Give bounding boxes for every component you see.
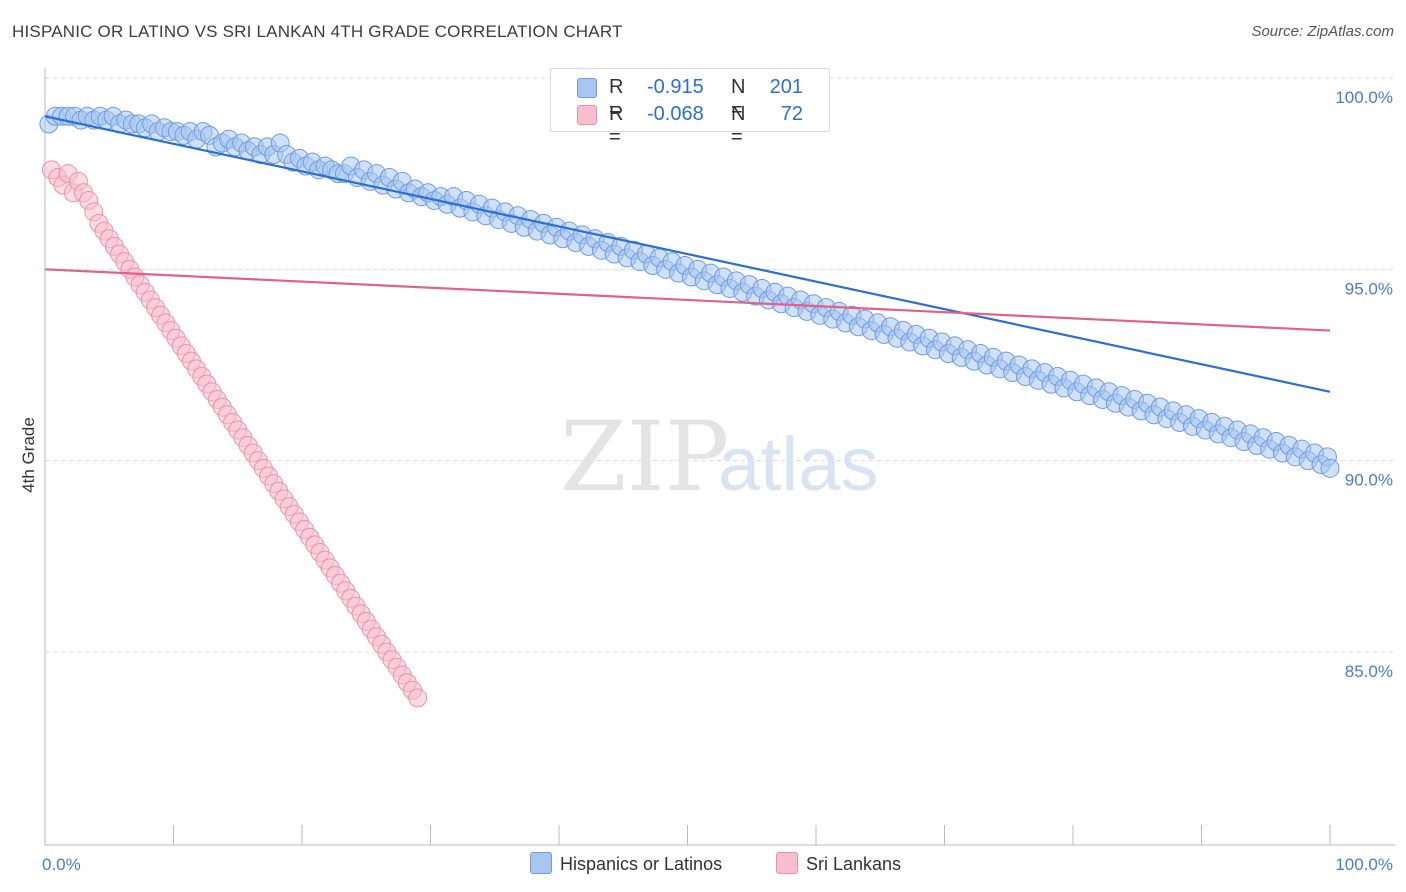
legend-n-value: 201	[769, 76, 803, 98]
legend: R = -0.915 N = 201 R = -0.068 N = 72	[550, 68, 830, 148]
axes	[44, 68, 1395, 846]
y-tick-label: 95.0%	[1345, 279, 1393, 298]
legend-swatch-srilankan	[577, 105, 597, 125]
y-tick-label: 90.0%	[1345, 471, 1393, 490]
y-tick-label: 100.0%	[1335, 88, 1393, 107]
point-srilankan	[408, 688, 428, 708]
bottom-legend-srilankan[interactable]: Sri Lankans	[776, 852, 901, 875]
watermark-atlas: atlas	[718, 422, 879, 507]
tick-labels: 100.0% 95.0% 90.0% 85.0% 0.0% 100.0%	[42, 88, 1393, 874]
watermark-zip: ZIP	[560, 401, 729, 513]
bottom-legend-label-srilankan: Sri Lankans	[806, 854, 902, 874]
legend-r-value: -0.068	[647, 103, 704, 125]
legend-swatch-hispanic	[577, 78, 597, 98]
legend-n-value: 72	[780, 103, 803, 125]
chart-title: HISPANIC OR LATINO VS SRI LANKAN 4TH GRA…	[12, 22, 623, 41]
watermark: ZIP atlas	[560, 401, 879, 513]
series-sri-lankans	[41, 160, 428, 708]
x-tick-label-start: 0.0%	[42, 855, 81, 874]
x-tick-label-end: 100.0%	[1335, 855, 1393, 874]
legend-r-value: -0.915	[647, 76, 704, 98]
bottom-legend-swatch-srilankan	[776, 852, 798, 874]
y-tick-label: 85.0%	[1345, 662, 1393, 681]
source-label: Source: ZipAtlas.com	[1251, 23, 1394, 40]
trend-line-srilankan	[44, 268, 1331, 332]
y-axis-label: 4th Grade	[19, 417, 38, 493]
legend-r-label: R =	[609, 76, 624, 121]
legend-n-label: N =	[731, 76, 746, 121]
trend-line-hispanic	[44, 115, 1331, 393]
bottom-legend-swatch-hispanic	[530, 852, 552, 874]
point-hispanic	[1320, 458, 1340, 478]
trend-lines	[44, 115, 1331, 393]
legend-n-label: N =	[731, 103, 746, 148]
legend-r-label: R =	[609, 103, 624, 148]
bottom-legend-hispanic[interactable]: Hispanics or Latinos	[530, 852, 722, 875]
bottom-legend-label-hispanic: Hispanics or Latinos	[560, 854, 723, 874]
grid-lines	[45, 77, 1395, 653]
